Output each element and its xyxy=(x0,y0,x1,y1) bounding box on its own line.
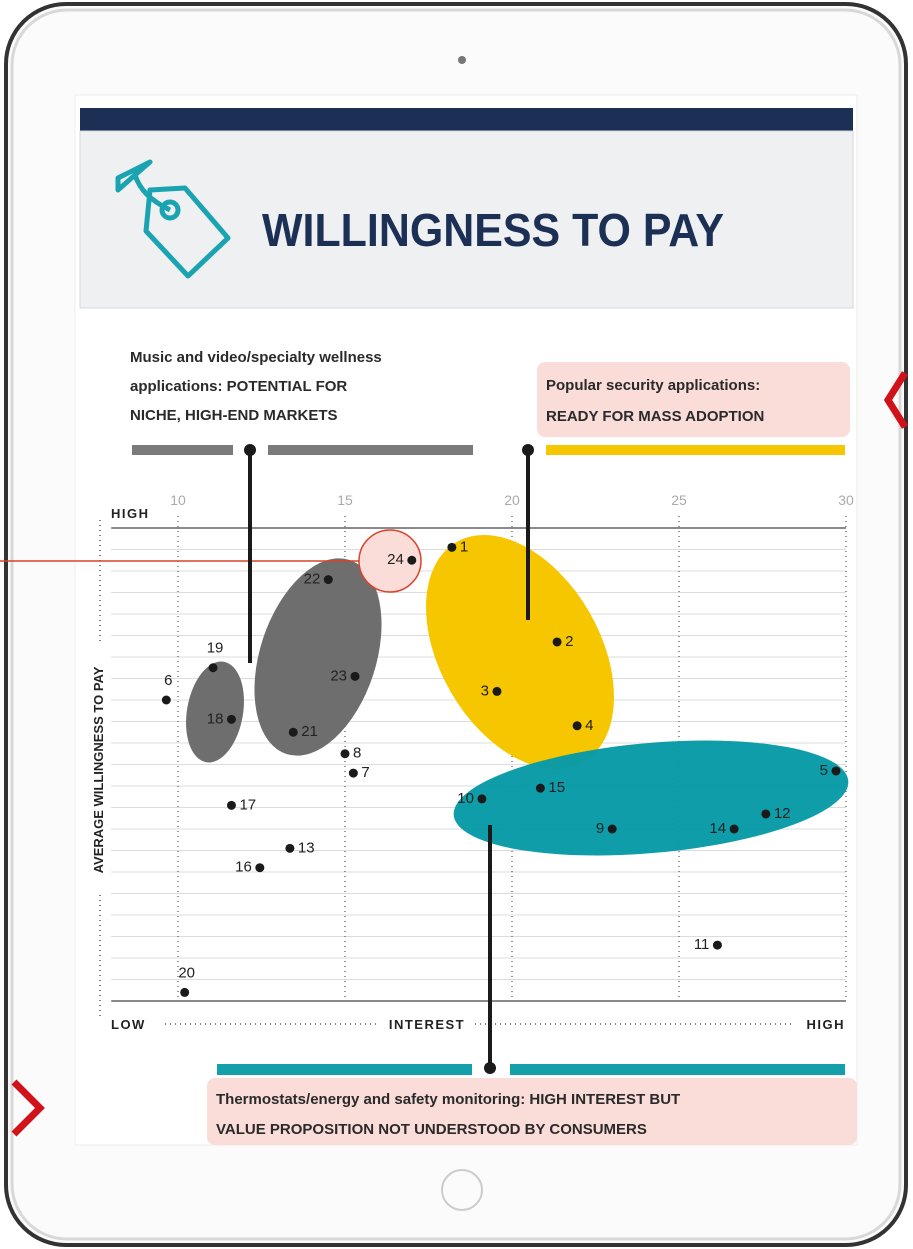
y-axis-label: AVERAGE WILLINGNESS TO PAY xyxy=(91,666,106,873)
x-tick-label: 30 xyxy=(838,492,854,508)
x-tick-label: 25 xyxy=(671,492,687,508)
point xyxy=(226,800,236,810)
point-label: 11 xyxy=(694,936,710,953)
header-bar xyxy=(80,108,853,131)
annotation-box xyxy=(537,362,850,437)
point-label: 3 xyxy=(481,682,489,699)
point-label: 7 xyxy=(361,764,369,781)
x-tick-label: 20 xyxy=(504,492,520,508)
tag-icon xyxy=(115,159,231,279)
point-label: 14 xyxy=(709,820,726,837)
y-high-label: HIGH xyxy=(111,506,150,521)
point xyxy=(407,555,417,565)
tablet-bezel xyxy=(10,8,902,1241)
point-label: 8 xyxy=(353,745,361,762)
point xyxy=(285,843,295,853)
point-label: 10 xyxy=(457,790,474,807)
point xyxy=(552,637,562,647)
point-label: 23 xyxy=(330,667,347,684)
point-label: 13 xyxy=(298,839,315,856)
point-label: 9 xyxy=(596,820,604,837)
point-label: 6 xyxy=(164,672,172,689)
annotation-text: READY FOR MASS ADOPTION xyxy=(546,408,764,425)
home-button[interactable] xyxy=(441,1169,483,1211)
annotation-bar xyxy=(510,1064,845,1075)
point-label: 20 xyxy=(178,964,195,981)
annotation-dot xyxy=(484,1062,496,1074)
point-label: 18 xyxy=(207,710,224,727)
annotation-dot xyxy=(522,444,534,456)
point xyxy=(447,542,457,552)
point-label: 2 xyxy=(565,633,573,650)
annotation-box xyxy=(207,1078,857,1145)
annotation-text: Popular security applications: xyxy=(546,377,760,394)
point xyxy=(492,686,502,696)
point-label: 5 xyxy=(820,762,828,779)
point xyxy=(180,987,190,997)
point xyxy=(712,940,722,950)
point-label: 19 xyxy=(207,640,224,657)
point xyxy=(477,794,487,804)
group-ellipse xyxy=(426,534,614,770)
x-tick-label: 10 xyxy=(170,492,186,508)
annotation-dot xyxy=(244,444,256,456)
point-label: 1 xyxy=(460,538,468,555)
x-low-label: LOW xyxy=(111,1017,146,1032)
page-title: WILLINGNESS TO PAY xyxy=(262,204,724,256)
point xyxy=(607,824,617,834)
annotation-text: NICHE, HIGH-END MARKETS xyxy=(130,407,338,424)
point xyxy=(340,749,350,759)
point xyxy=(255,863,265,873)
highlight-circle xyxy=(358,529,422,593)
point xyxy=(226,714,236,724)
annotation-text: Music and video/specialty wellness xyxy=(130,349,382,366)
point xyxy=(208,663,218,673)
x-tick-label: 15 xyxy=(337,492,353,508)
title-box xyxy=(79,130,854,309)
point xyxy=(572,721,582,731)
point-label: 15 xyxy=(548,779,565,796)
point-label: 4 xyxy=(585,717,593,734)
label-bg xyxy=(380,1014,475,1034)
point xyxy=(350,671,360,681)
point xyxy=(323,575,333,585)
point-label: 17 xyxy=(239,796,256,813)
annotation-bar xyxy=(132,445,233,455)
point-label: 24 xyxy=(387,551,404,568)
point xyxy=(161,695,171,705)
group-ellipse xyxy=(186,661,244,763)
annotation-text: Thermostats/energy and safety monitoring… xyxy=(216,1091,680,1108)
point-label: 21 xyxy=(301,723,318,740)
point xyxy=(288,727,298,737)
point xyxy=(831,766,841,776)
prev-arrow[interactable] xyxy=(11,1079,45,1137)
point xyxy=(729,824,739,834)
annotation-bar xyxy=(268,445,473,455)
point-label: 22 xyxy=(304,571,321,588)
point-label: 12 xyxy=(774,805,791,822)
point xyxy=(535,783,545,793)
point-label: 16 xyxy=(235,859,252,876)
camera xyxy=(458,56,466,64)
x-high-label: HIGH xyxy=(807,1017,846,1032)
point xyxy=(348,768,358,778)
group-ellipse xyxy=(254,558,382,756)
annotation-bar xyxy=(546,445,845,455)
next-arrow[interactable] xyxy=(883,371,908,429)
label-bg xyxy=(88,645,110,895)
x-axis-label: INTEREST xyxy=(389,1017,465,1032)
group-ellipse xyxy=(453,740,849,856)
annotation-text: applications: POTENTIAL FOR xyxy=(130,378,347,395)
point xyxy=(761,809,771,819)
annotation-bar xyxy=(217,1064,472,1075)
annotation-text: VALUE PROPOSITION NOT UNDERSTOOD BY CONS… xyxy=(216,1121,647,1138)
